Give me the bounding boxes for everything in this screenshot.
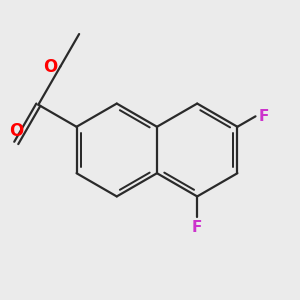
Text: O: O: [9, 122, 23, 140]
Text: O: O: [43, 58, 58, 76]
Text: F: F: [192, 220, 202, 235]
Text: F: F: [258, 109, 269, 124]
